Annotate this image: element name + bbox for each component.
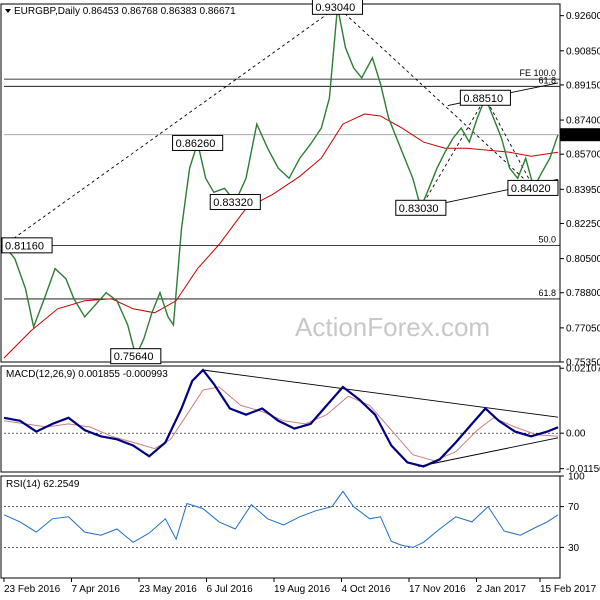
- price-callout-box: [1, 237, 53, 254]
- main-y-tick-label: 0.78800: [566, 288, 600, 299]
- macd-signal-line: [3, 386, 559, 462]
- main-y-tick-label: 0.82250: [566, 219, 600, 230]
- macd-trendline: [202, 369, 559, 418]
- rsi-panel: 100 70 30 RSI(14) 62.2549: [3, 472, 585, 554]
- macd-y-tick-label: 0.021074: [566, 364, 600, 375]
- fib-level-label: 61.8: [538, 288, 556, 298]
- main-y-tick-label: 0.85700: [566, 150, 600, 161]
- price-callout-box: [209, 193, 261, 210]
- main-y-tick-label: 0.87400: [566, 116, 600, 127]
- macd-y-tick-label: 0.00: [566, 429, 586, 440]
- rsi-y-tick-label: 100: [568, 472, 585, 483]
- chevron-down-icon: [5, 9, 11, 13]
- x-tick-label: 6 Jul 2016: [207, 584, 254, 595]
- price-callout-label: 0.83030: [399, 203, 439, 215]
- main-y-tick-label: 0.75350: [566, 358, 600, 369]
- price-line: [3, 6, 559, 359]
- macd-title: MACD(12,26,9) 0.001855 -0.000993: [6, 369, 168, 380]
- x-axis: 23 Feb 2016 7 Apr 2016 23 May 2016 6 Jul 20…: [3, 578, 597, 595]
- x-tick-label: 7 Apr 2016: [72, 584, 121, 595]
- macd-trendline: [418, 437, 559, 467]
- main-y-tick-label: 0.92600: [566, 11, 600, 22]
- price-callout-label: 0.84020: [511, 183, 551, 195]
- fib-level-label: 50.0: [538, 234, 556, 244]
- macd-panel: 0.021074 0.00 -0.011507 MACD(12,26,9) 0.001…: [3, 364, 600, 475]
- fib-level-label: 61.8: [538, 75, 556, 85]
- rsi-line: [3, 490, 559, 548]
- x-tick-label: 17 Nov 2016: [409, 584, 466, 595]
- x-tick-label: 19 Aug 2016: [274, 584, 331, 595]
- rsi-panel-frame: [0, 475, 561, 579]
- main-panel-frame: [0, 3, 561, 363]
- rsi-y-tick-label: 30: [568, 543, 580, 554]
- moving-average-line: [3, 113, 559, 359]
- x-tick-label: 23 May 2016: [139, 584, 197, 595]
- x-tick-label: 15 Feb 2017: [540, 584, 597, 595]
- last-price-tag: [560, 128, 600, 142]
- main-y-tick-label: 0.77050: [566, 323, 600, 334]
- last-price-label: 0.86671: [563, 131, 600, 142]
- main-y-tick-label: 0.83950: [566, 185, 600, 196]
- rsi-y-tick-label: 70: [568, 502, 580, 513]
- rsi-title: RSI(14) 62.2549: [6, 479, 80, 490]
- chart-title: EURGBP,Daily 0.86453 0.86768 0.86383 0.8…: [14, 6, 236, 17]
- price-callout-label: 0.83320: [213, 197, 253, 209]
- x-tick-label: 23 Feb 2016: [4, 584, 61, 595]
- zigzag-dashed-line: [3, 6, 535, 246]
- main-y-tick-label: 0.89150: [566, 80, 600, 91]
- price-callout-label: 0.75640: [114, 351, 154, 363]
- x-tick-label: 2 Jan 2017: [477, 584, 527, 595]
- price-callout-box: [172, 134, 224, 151]
- macd-line: [3, 368, 559, 468]
- price-callout-label: 0.86260: [176, 138, 216, 150]
- x-tick-label: 4 Oct 2016: [342, 584, 391, 595]
- main-y-tick-label: 0.80500: [566, 254, 600, 265]
- main-y-tick-label: 0.90850: [566, 46, 600, 57]
- macd-y-tick-label: -0.011507: [566, 464, 600, 475]
- macd-panel-frame: [0, 365, 561, 473]
- fib-level-label: FE 100.0: [519, 68, 556, 78]
- price-callout-label: 0.81160: [5, 240, 44, 252]
- price-callout-label: 0.93040: [315, 2, 355, 14]
- price-callout-box: [507, 179, 559, 196]
- main-panel: ActionForex.com 0.92600 0.90850 0.89150 0.87…: [1, 0, 600, 369]
- price-callout-box: [395, 199, 447, 216]
- price-callout-box: [311, 0, 364, 15]
- price-callout-box: [459, 89, 511, 106]
- watermark-text: ActionForex.com: [295, 312, 490, 342]
- price-callout-box: [110, 348, 162, 365]
- price-callout-label: 0.88510: [463, 93, 503, 105]
